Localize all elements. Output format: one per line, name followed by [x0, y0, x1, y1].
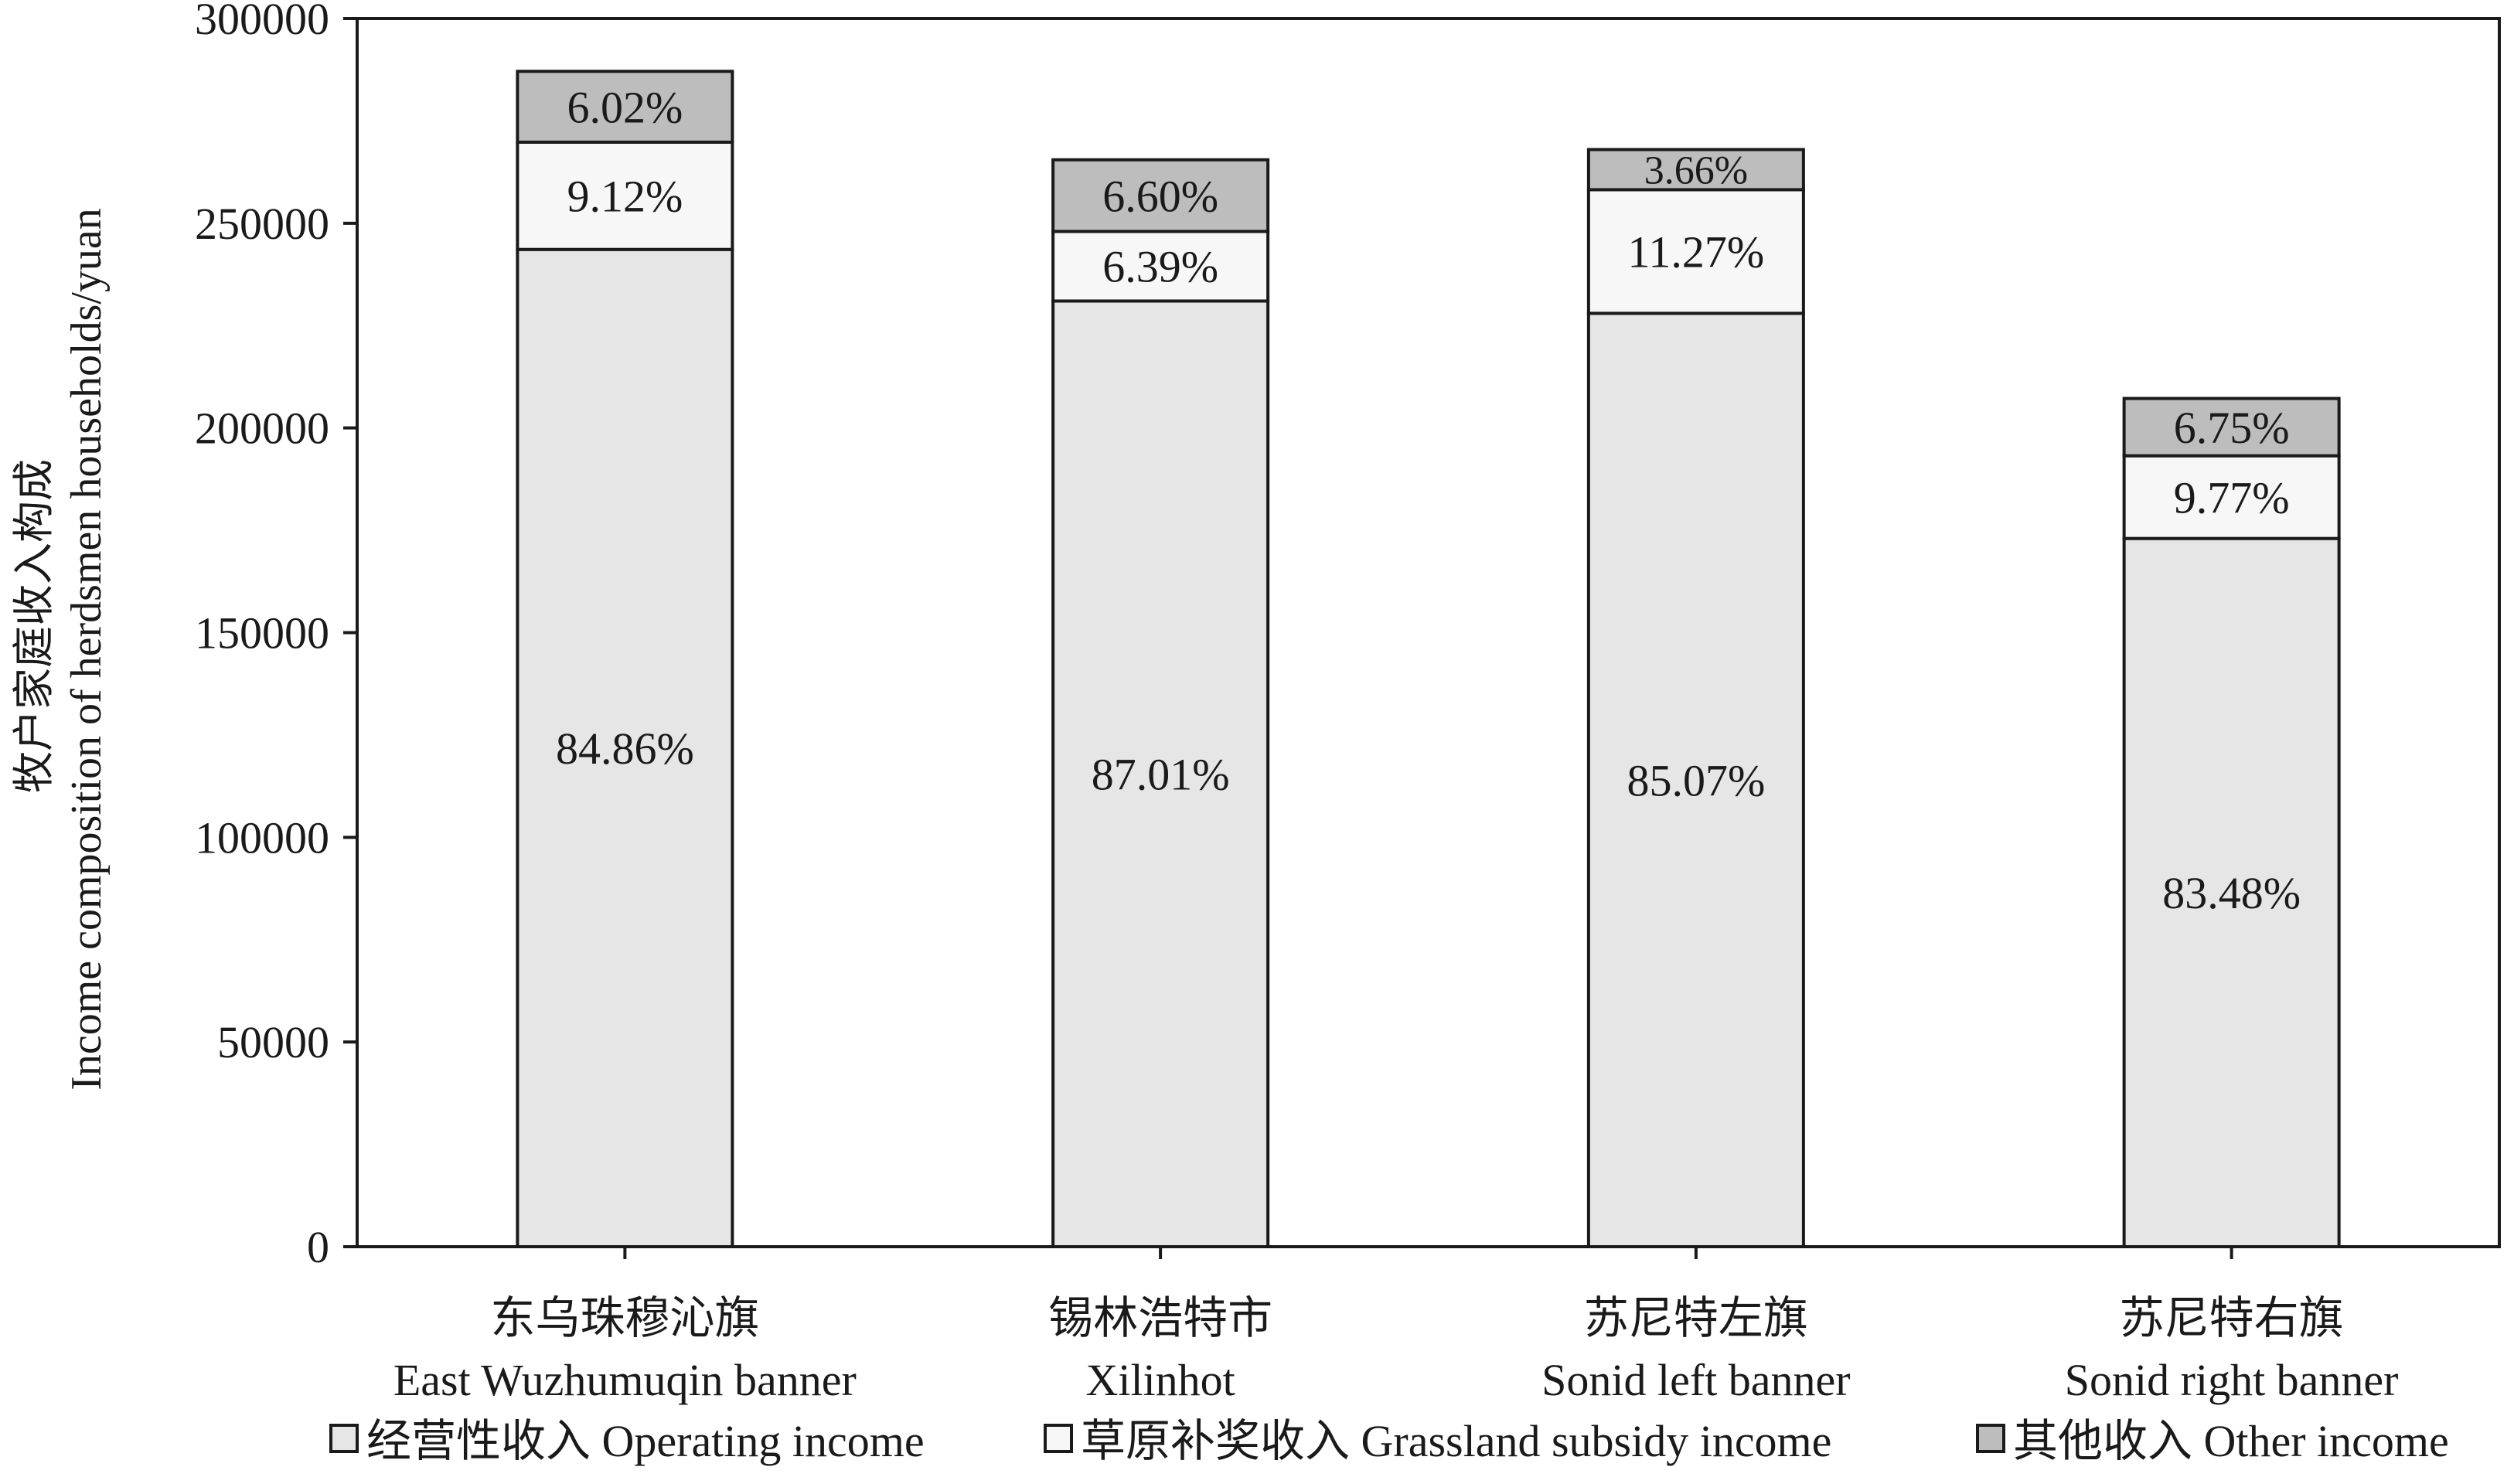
data-labels: 84.86% 9.12% 6.02% 87.01% 6.39% 6.60% 85.07% 11… — [556, 82, 2301, 918]
bar-segment — [1051, 230, 1270, 303]
data-label: 9.77% — [2174, 472, 2290, 522]
bar-segment — [2122, 454, 2341, 540]
y-tick-label: 0 — [307, 1222, 329, 1272]
data-label: 87.01% — [1092, 750, 1230, 800]
y-tick-label: 50000 — [217, 1017, 329, 1067]
y-tick-label: 300000 — [195, 0, 329, 44]
bar-segment — [1051, 158, 1270, 233]
bars — [516, 70, 2341, 1249]
x-tick-label-en: East Wuzhumuqin banner — [393, 1355, 857, 1405]
x-axis: 东乌珠穆沁旗 East Wuzhumuqin banner 锡林浩特市 Xilinho… — [393, 1247, 2399, 1405]
y-tick-label: 200000 — [195, 403, 329, 454]
legend-swatch — [1044, 1424, 1073, 1453]
y-axis: 0 50000 100000 150000 200000 250000 300000 — [195, 0, 357, 1272]
y-axis-title-zh: 牧户家庭收入构成 — [11, 459, 57, 793]
data-label: 6.75% — [2174, 403, 2290, 453]
y-tick-label: 250000 — [195, 199, 329, 249]
x-tick-label-en: Sonid right banner — [2065, 1355, 2399, 1405]
data-label: 6.39% — [1102, 242, 1218, 292]
y-axis-title-en: Income composition of herdsmen household… — [63, 208, 111, 1091]
legend: 经营性收入 Operating income 草原补奖收入 Grassland s… — [329, 1416, 2449, 1466]
x-tick-label-zh: 苏尼特右旗 — [2120, 1293, 2344, 1343]
bar-segment — [2122, 397, 2341, 458]
y-tick-label: 150000 — [195, 608, 329, 659]
bar-segment — [516, 140, 734, 251]
legend-label: 草原补奖收入 Grassland subsidy income — [1081, 1416, 1831, 1466]
bar-segment — [1586, 188, 1805, 315]
bar-segment — [1051, 299, 1270, 1249]
x-tick-label-zh: 锡林浩特市 — [1048, 1293, 1272, 1343]
bar-segment — [1586, 148, 1805, 192]
data-label: 85.07% — [1627, 755, 1765, 805]
data-label: 6.60% — [1102, 171, 1218, 221]
legend-label: 经营性收入 Operating income — [366, 1416, 925, 1466]
data-label: 83.48% — [2162, 868, 2301, 918]
data-label: 84.86% — [556, 723, 694, 774]
data-label: 3.66% — [1644, 149, 1748, 193]
x-tick-label-en: Sonid left banner — [1541, 1355, 1850, 1405]
y-tick-label: 100000 — [195, 812, 329, 863]
data-label: 11.27% — [1628, 227, 1765, 277]
plot-frame — [356, 17, 2501, 1248]
legend-swatch — [329, 1424, 359, 1453]
x-tick-label-zh: 苏尼特左旗 — [1584, 1293, 1808, 1343]
legend-label: 其他收入 Other income — [2013, 1416, 2449, 1466]
bar-segment — [2122, 536, 2341, 1248]
legend-swatch — [1976, 1424, 2005, 1453]
x-tick-label-zh: 东乌珠穆沁旗 — [490, 1293, 759, 1343]
x-tick-label-en: Xilinhot — [1085, 1355, 1235, 1405]
y-axis-title: 牧户家庭收入构成 Income composition of herdsmen … — [11, 208, 111, 1091]
bar-segment — [516, 70, 734, 144]
data-label: 6.02% — [567, 82, 683, 132]
data-label: 9.12% — [567, 172, 683, 222]
bar-segment — [1586, 311, 1805, 1248]
